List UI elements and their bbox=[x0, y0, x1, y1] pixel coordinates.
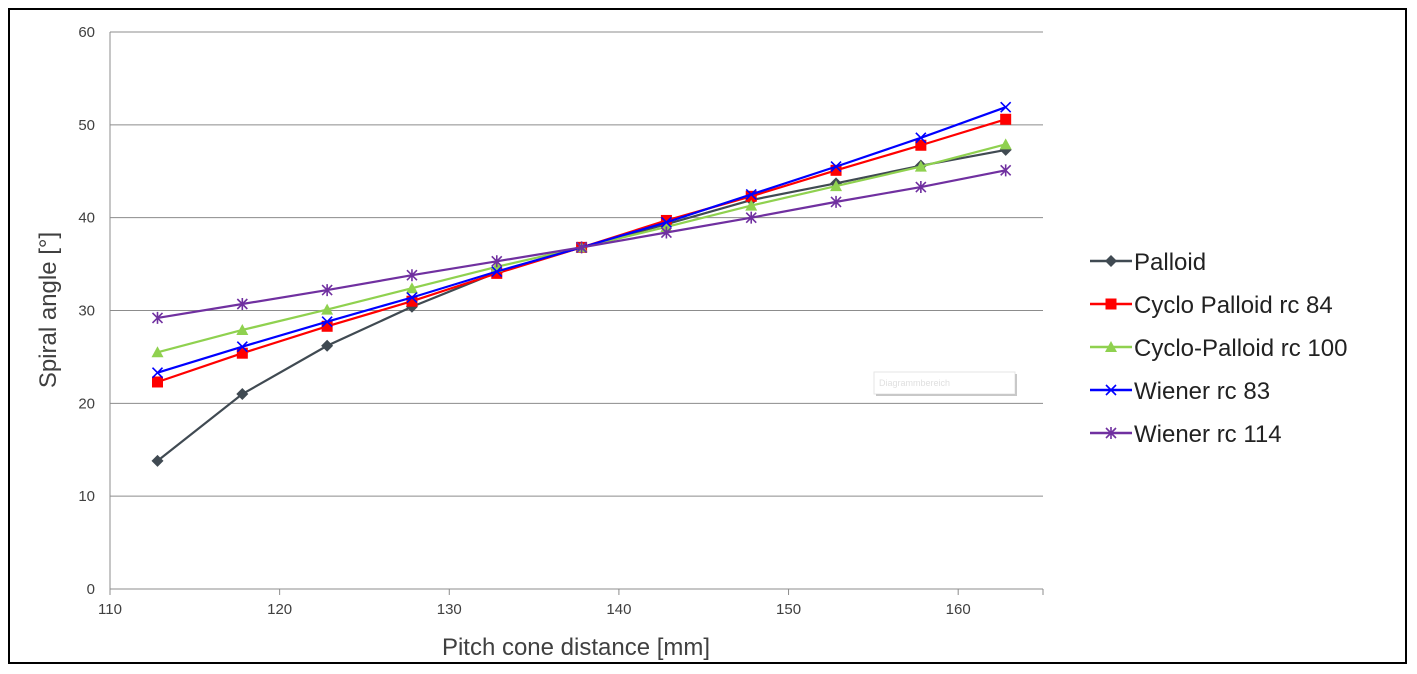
y-tick-label: 50 bbox=[78, 117, 95, 134]
x-tick-label: 150 bbox=[776, 601, 801, 618]
data-point bbox=[491, 255, 503, 268]
x-tick-label: 160 bbox=[946, 601, 971, 618]
data-point bbox=[405, 282, 418, 294]
legend-label: Palloid bbox=[1134, 249, 1206, 276]
legend-item: Wiener rc 114 bbox=[1090, 421, 1282, 448]
data-point bbox=[236, 341, 248, 353]
x-tick-label: 130 bbox=[437, 601, 462, 618]
data-point bbox=[321, 316, 333, 328]
data-point bbox=[660, 226, 672, 239]
chart-frame bbox=[8, 8, 1407, 664]
legend-marker bbox=[1105, 341, 1117, 352]
y-tick-label: 10 bbox=[78, 488, 95, 505]
legend-label: Wiener rc 83 bbox=[1134, 378, 1270, 405]
legend-item: Cyclo-Palloid rc 100 bbox=[1090, 335, 1347, 362]
y-tick-label: 60 bbox=[78, 24, 95, 41]
legend-item: Cyclo Palloid rc 84 bbox=[1090, 292, 1333, 319]
chart-area-tooltip: Diagrammbereich bbox=[873, 371, 1017, 396]
data-point bbox=[660, 214, 672, 226]
data-point bbox=[151, 346, 164, 358]
y-tick-label: 30 bbox=[78, 303, 95, 320]
data-point bbox=[745, 211, 757, 224]
x-tick-label: 120 bbox=[267, 601, 292, 618]
data-point bbox=[321, 339, 334, 352]
series-3 bbox=[151, 101, 1012, 379]
data-point bbox=[321, 284, 333, 297]
data-point bbox=[915, 181, 927, 194]
data-point bbox=[1000, 113, 1012, 125]
data-point bbox=[576, 241, 588, 254]
legend-item: Wiener rc 83 bbox=[1090, 378, 1270, 405]
series-line bbox=[156, 148, 1006, 462]
data-point bbox=[151, 454, 164, 467]
data-point bbox=[915, 139, 927, 151]
data-point bbox=[830, 164, 842, 176]
x-tick-label: 110 bbox=[98, 601, 122, 618]
legend-label: Cyclo Palloid rc 84 bbox=[1134, 292, 1333, 319]
legend-label: Wiener rc 114 bbox=[1134, 421, 1282, 448]
legend-label: Cyclo-Palloid rc 100 bbox=[1134, 335, 1347, 362]
legend-marker bbox=[1105, 255, 1117, 267]
y-tick-labels: 0 10 20 30 40 50 60 bbox=[78, 24, 95, 598]
y-tick-label: 40 bbox=[78, 210, 95, 227]
legend-item: Palloid bbox=[1090, 249, 1206, 276]
data-point bbox=[151, 311, 164, 324]
data-point bbox=[236, 323, 249, 335]
data-point bbox=[491, 267, 503, 279]
series-0 bbox=[151, 143, 1012, 467]
data-point bbox=[830, 180, 843, 192]
legend-marker bbox=[1105, 298, 1117, 310]
y-tick-label: 20 bbox=[78, 395, 95, 412]
series-line bbox=[157, 106, 1007, 374]
x-tick-label: 140 bbox=[606, 601, 631, 618]
data-point bbox=[1000, 101, 1012, 113]
y-axis-title: Spiral angle [°] bbox=[35, 232, 62, 388]
data-point bbox=[745, 199, 758, 211]
data-point bbox=[236, 388, 249, 401]
data-point bbox=[660, 216, 672, 228]
data-point bbox=[745, 190, 757, 202]
data-point bbox=[151, 367, 164, 379]
data-point bbox=[999, 138, 1012, 150]
series-4 bbox=[151, 164, 1012, 324]
legend: Palloid Cyclo Palloid rc 84 Cyclo-Palloid … bbox=[1090, 249, 1347, 448]
legend-marker bbox=[1105, 427, 1117, 439]
data-point bbox=[406, 291, 418, 304]
data-point bbox=[236, 347, 248, 359]
data-point bbox=[321, 303, 334, 315]
data-point bbox=[491, 265, 503, 278]
series-lines bbox=[151, 101, 1012, 467]
data-point bbox=[406, 269, 418, 282]
chart-area-tooltip-label: Diagrammbereich bbox=[879, 378, 950, 388]
data-point bbox=[745, 188, 757, 201]
x-axis-title: Pitch cone distance [mm] bbox=[442, 634, 710, 661]
data-point bbox=[830, 161, 842, 173]
x-tick-labels: 110 120 130 140 150 160 bbox=[98, 601, 971, 618]
legend-marker bbox=[1105, 384, 1117, 396]
data-point bbox=[1000, 164, 1012, 177]
data-point bbox=[830, 195, 842, 208]
data-point bbox=[236, 298, 248, 311]
data-point bbox=[406, 295, 418, 307]
data-point bbox=[321, 320, 333, 332]
data-point bbox=[151, 376, 163, 388]
gridlines bbox=[109, 31, 1044, 595]
data-point bbox=[915, 132, 927, 144]
data-point bbox=[914, 160, 927, 172]
y-tick-label: 0 bbox=[87, 581, 95, 598]
